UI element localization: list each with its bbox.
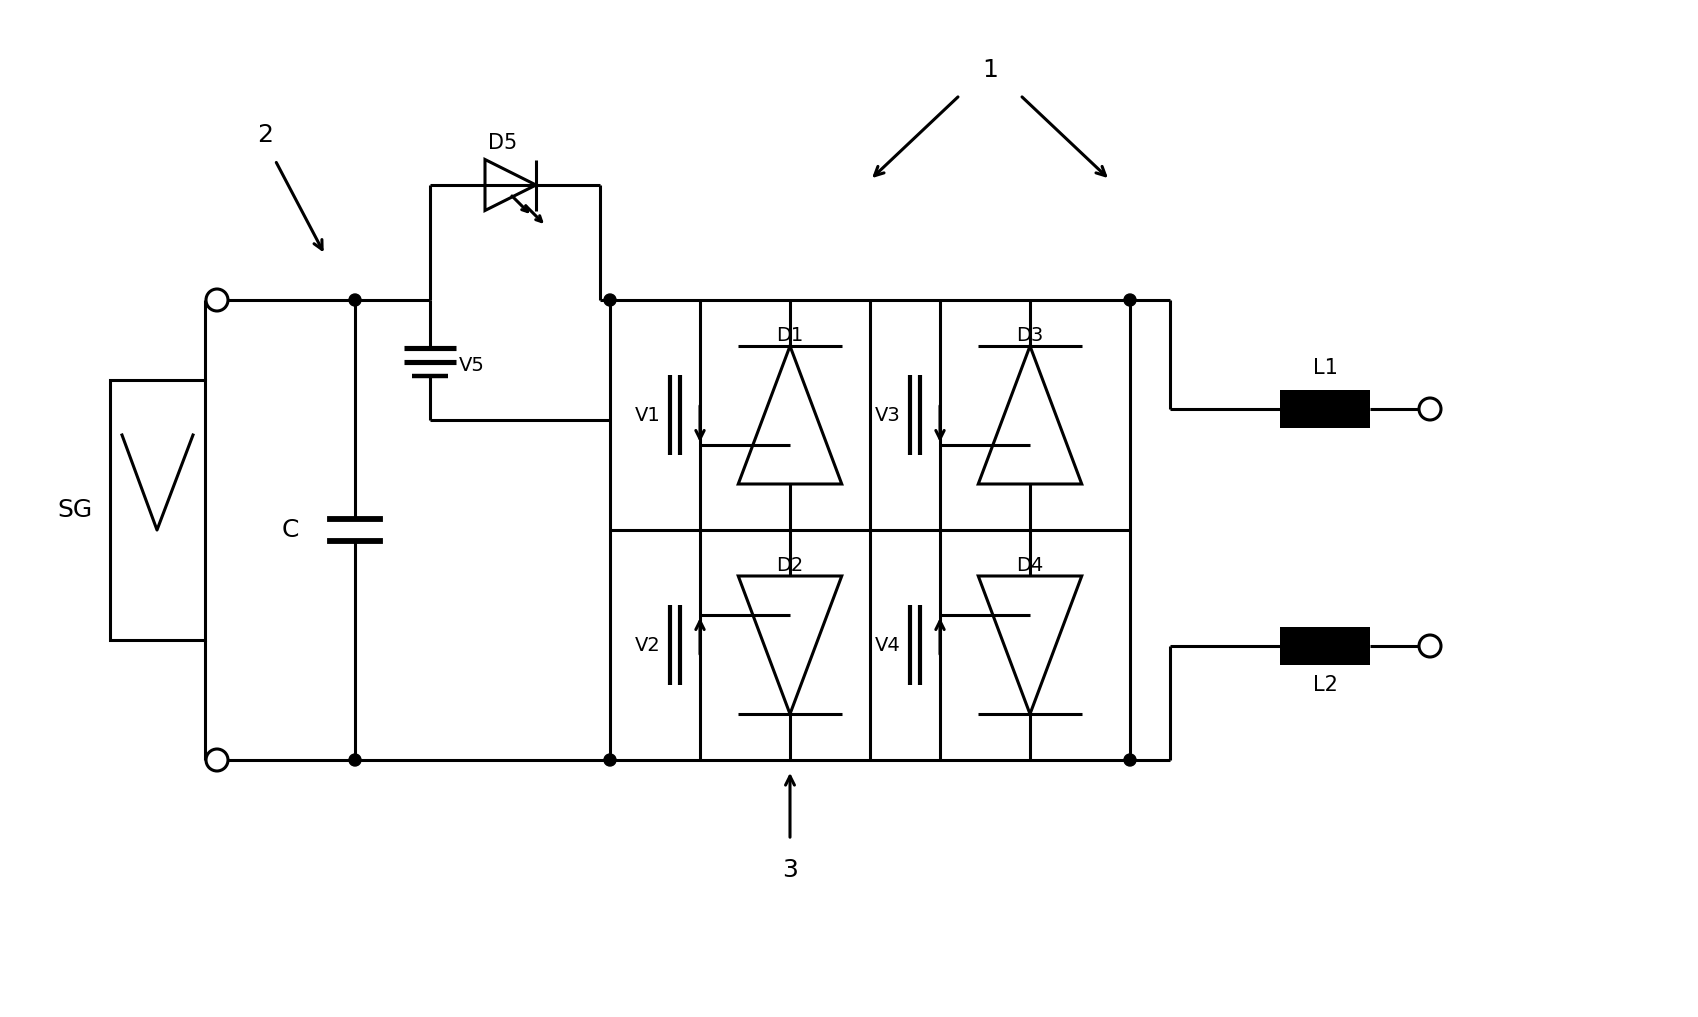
Circle shape [604,294,616,306]
Text: D4: D4 [1017,555,1044,575]
Text: V4: V4 [874,636,902,655]
Polygon shape [486,160,537,211]
Circle shape [350,754,362,766]
Text: L2: L2 [1313,675,1338,695]
Text: 3: 3 [783,858,798,882]
Bar [110,380,205,640]
Circle shape [205,749,228,771]
Text: L1: L1 [1313,358,1338,378]
Polygon shape [978,576,1082,714]
Text: 2: 2 [256,123,273,147]
Text: C: C [282,518,299,542]
Text: 1: 1 [981,58,998,82]
Circle shape [1420,398,1442,420]
Circle shape [1124,754,1136,766]
Bar [610,300,1129,760]
Bar [1280,627,1370,665]
Text: SG: SG [58,498,93,522]
Circle shape [604,754,616,766]
Text: D5: D5 [489,133,518,153]
Bar [1280,390,1370,428]
Polygon shape [739,576,842,714]
Circle shape [1124,294,1136,306]
Circle shape [350,294,362,306]
Text: V2: V2 [635,636,661,655]
Circle shape [205,289,228,311]
Text: V5: V5 [458,356,486,374]
Circle shape [1420,635,1442,657]
Polygon shape [739,346,842,484]
Text: D1: D1 [776,325,803,345]
Polygon shape [978,346,1082,484]
Text: D3: D3 [1017,325,1044,345]
Text: V1: V1 [635,406,661,424]
Text: D2: D2 [776,555,803,575]
Text: V3: V3 [874,406,902,424]
